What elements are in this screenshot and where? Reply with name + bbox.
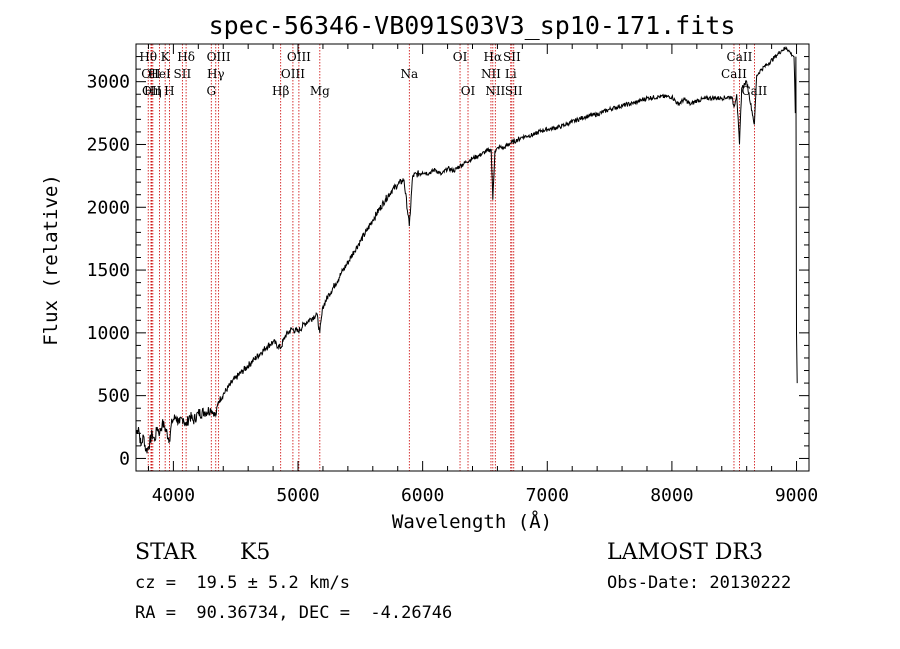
line-marker-label: SII [505,84,523,98]
line-marker-label: OIII [281,67,305,81]
line-marker-label: NII [481,67,501,81]
survey-name: LAMOST DR3 [607,540,763,565]
line-marker-label: CaII [727,50,753,64]
y-axis-ticks: 0 500 1000 1500 2000 2500 3000 [87,56,809,469]
line-marker-label: Hδ [177,50,195,64]
plot-frame [135,43,810,472]
line-marker-label: K [161,50,171,64]
line-marker-label: Hα [484,50,503,64]
y-tick-label: 3000 [87,72,130,93]
y-tick-label: 0 [119,448,130,469]
line-marker-label: OI [461,84,476,98]
spectrum-line [135,46,798,454]
spectral-line-markers [147,44,755,471]
spectral-line-labels: HθOIIOIIHηHeIKHSIIHδGHγOIIIHβOIIIOIIIMgN… [139,50,767,98]
x-axis-label: Wavelength (Å) [392,510,552,533]
x-tick-label: 9000 [775,485,818,506]
observation-date: Obs-Date: 20130222 [607,573,792,593]
line-marker-label: NII [485,84,505,98]
line-marker-label: Na [400,67,418,81]
line-marker-label: Hγ [207,67,225,81]
redshift-value: cz = 19.5 ± 5.2 km/s [135,573,350,593]
object-subclass: K5 [240,540,271,565]
line-marker-label: G [206,84,216,98]
line-marker-label: H [164,84,174,98]
y-tick-label: 500 [97,386,130,407]
line-marker-label: SII [503,50,521,64]
line-marker-label: OII [141,67,161,81]
line-marker-label: Hβ [272,84,289,98]
line-marker-label: OII [142,84,162,98]
coordinates: RA = 90.36734, DEC = -4.26746 [135,603,453,623]
line-marker-label: CaII [741,84,767,98]
y-tick-label: 2000 [87,197,130,218]
line-marker-label: SII [174,67,192,81]
y-tick-label: 1500 [87,260,130,281]
x-tick-label: 5000 [276,485,319,506]
line-marker-label: Hθ [139,50,157,64]
x-axis-ticks: 4000 5000 6000 7000 8000 9000 [147,44,818,506]
y-tick-label: 2500 [87,134,130,155]
line-marker-label: Mg [310,84,330,98]
x-tick-label: 8000 [650,485,693,506]
x-tick-label: 4000 [152,485,195,506]
x-tick-label: 7000 [526,485,569,506]
chart-title: spec-56346-VB091S03V3_sp10-171.fits [209,11,736,40]
line-marker-label: OI [453,50,468,64]
y-tick-label: 1000 [87,323,130,344]
x-tick-label: 6000 [401,485,444,506]
line-marker-label: Hη [144,84,162,98]
line-marker-label: Li [505,67,517,81]
object-class: STAR [135,540,196,565]
line-marker-label: CaII [721,67,747,81]
line-marker-label: HeI [148,67,171,81]
line-marker-label: OIII [207,50,231,64]
line-marker-label: OIII [287,50,311,64]
y-axis-label: Flux (relative) [40,174,62,346]
